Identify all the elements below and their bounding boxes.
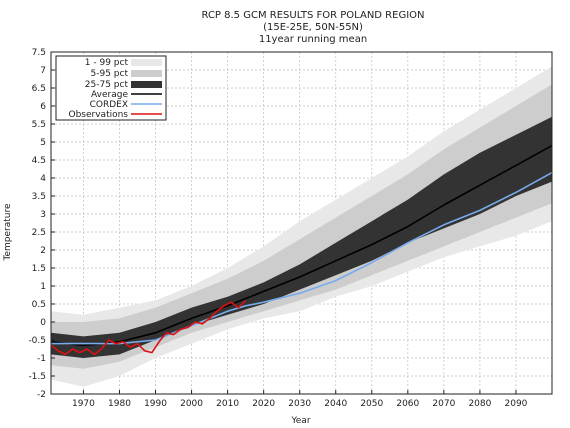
y-tick-label: 5.5 bbox=[32, 120, 46, 130]
x-tick-label: 1980 bbox=[108, 399, 131, 409]
legend-swatch-5-95 bbox=[131, 70, 162, 77]
legend-label-average: Average bbox=[91, 90, 128, 100]
legend-label-5-95: 5-95 pct bbox=[91, 69, 129, 79]
y-tick-label: -1.5 bbox=[28, 372, 46, 382]
x-tick-label: 2070 bbox=[432, 399, 455, 409]
series-line-2 bbox=[50, 299, 247, 356]
series-line-0 bbox=[50, 144, 553, 347]
x-tick-label: 2090 bbox=[505, 399, 528, 409]
y-tick-label: -2 bbox=[37, 390, 46, 400]
chart-title-line-1: RCP 8.5 GCM RESULTS FOR POLAND REGION bbox=[202, 10, 425, 21]
y-tick-label: 2.5 bbox=[32, 228, 46, 238]
chart-title-line-2: (15E-25E, 50N-55N) bbox=[263, 22, 363, 33]
plot-frame bbox=[50, 51, 553, 395]
tick-labels: 1970 1980 1990 2000 2010 2020 2030 2040 2050 2060… bbox=[28, 48, 527, 409]
x-tick-label: 1970 bbox=[72, 399, 95, 409]
y-tick-label: 5 bbox=[40, 138, 46, 148]
y-tick-label: 2 bbox=[40, 246, 46, 256]
legend-label-25-75: 25-75 pct bbox=[85, 80, 129, 90]
legend-label-cordex: CORDEX bbox=[90, 100, 128, 110]
y-tick-label: 1.5 bbox=[32, 264, 46, 274]
x-tick-label: 2080 bbox=[468, 399, 491, 409]
series-lines bbox=[50, 144, 553, 356]
legend: 1 - 99 pct 5-95 pct 25-75 pct Average CO… bbox=[55, 55, 167, 121]
y-tick-label: 4.5 bbox=[32, 156, 46, 166]
x-axis-label: Year bbox=[290, 416, 310, 426]
legend-swatch-25-75 bbox=[131, 81, 162, 88]
y-tick-label: 7.5 bbox=[32, 48, 46, 58]
y-tick-label: 6 bbox=[40, 102, 46, 112]
x-tick-label: 1990 bbox=[144, 399, 167, 409]
x-tick-label: 2040 bbox=[324, 399, 347, 409]
y-tick-label: -0.5 bbox=[28, 336, 46, 346]
chart-title-line-3: 11year running mean bbox=[259, 34, 367, 45]
y-tick-label: 0.5 bbox=[32, 300, 46, 310]
y-tick-label: -1 bbox=[37, 354, 46, 364]
y-tick-label: 6.5 bbox=[32, 84, 46, 94]
x-tick-label: 2020 bbox=[252, 399, 275, 409]
y-tick-label: 3 bbox=[40, 210, 46, 220]
y-tick-label: 4 bbox=[40, 174, 46, 184]
series-line-1 bbox=[51, 171, 553, 345]
y-tick-label: 0 bbox=[40, 318, 46, 328]
y-tick-label: 1 bbox=[40, 282, 46, 292]
x-tick-label: 2000 bbox=[180, 399, 203, 409]
legend-label-observations: Observations bbox=[69, 110, 129, 120]
legend-label-1-99: 1 - 99 pct bbox=[85, 58, 129, 68]
x-tick-label: 2050 bbox=[360, 399, 383, 409]
y-tick-label: 3.5 bbox=[32, 192, 46, 202]
y-tick-label: 7 bbox=[40, 66, 46, 76]
legend-swatch-1-99 bbox=[131, 59, 162, 66]
x-tick-label: 2060 bbox=[396, 399, 419, 409]
percentile-bands bbox=[51, 66, 552, 387]
x-tick-label: 2030 bbox=[288, 399, 311, 409]
y-axis-label: Temperature bbox=[3, 203, 13, 261]
x-tick-label: 2010 bbox=[216, 399, 239, 409]
